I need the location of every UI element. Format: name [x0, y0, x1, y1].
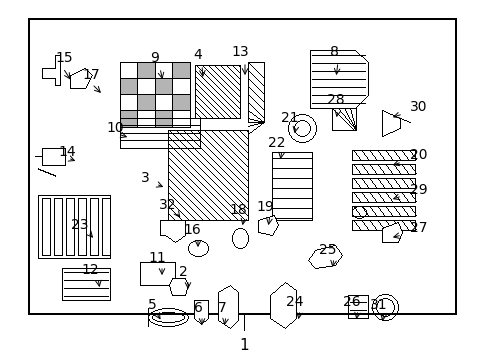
Text: 16: 16 — [183, 223, 201, 237]
Text: 10: 10 — [106, 121, 123, 135]
Text: 32: 32 — [159, 198, 176, 212]
Text: 27: 27 — [409, 221, 427, 235]
Text: 1: 1 — [239, 338, 248, 352]
Text: 8: 8 — [329, 45, 338, 59]
Text: 2: 2 — [178, 265, 187, 279]
Text: 24: 24 — [285, 295, 303, 309]
Text: 30: 30 — [409, 100, 427, 114]
Text: 21: 21 — [281, 111, 298, 125]
Text: 15: 15 — [55, 51, 73, 65]
Text: 17: 17 — [82, 68, 100, 82]
Text: 19: 19 — [256, 200, 273, 214]
Text: 26: 26 — [343, 295, 360, 309]
Text: 31: 31 — [369, 298, 387, 312]
Text: 29: 29 — [409, 183, 427, 197]
Text: 14: 14 — [58, 145, 76, 159]
Text: 25: 25 — [319, 243, 336, 257]
Text: 13: 13 — [231, 45, 248, 59]
Text: 28: 28 — [326, 93, 344, 107]
Text: 5: 5 — [148, 298, 157, 312]
Text: 23: 23 — [71, 218, 88, 232]
Text: 11: 11 — [148, 251, 165, 265]
Text: 3: 3 — [141, 171, 149, 185]
Text: 9: 9 — [150, 51, 159, 65]
Text: 4: 4 — [193, 48, 202, 62]
Text: 6: 6 — [193, 301, 202, 315]
Text: 18: 18 — [229, 203, 246, 217]
Text: 22: 22 — [268, 136, 285, 150]
Text: 7: 7 — [217, 301, 226, 315]
Text: 20: 20 — [409, 148, 427, 162]
Text: 12: 12 — [81, 263, 99, 277]
